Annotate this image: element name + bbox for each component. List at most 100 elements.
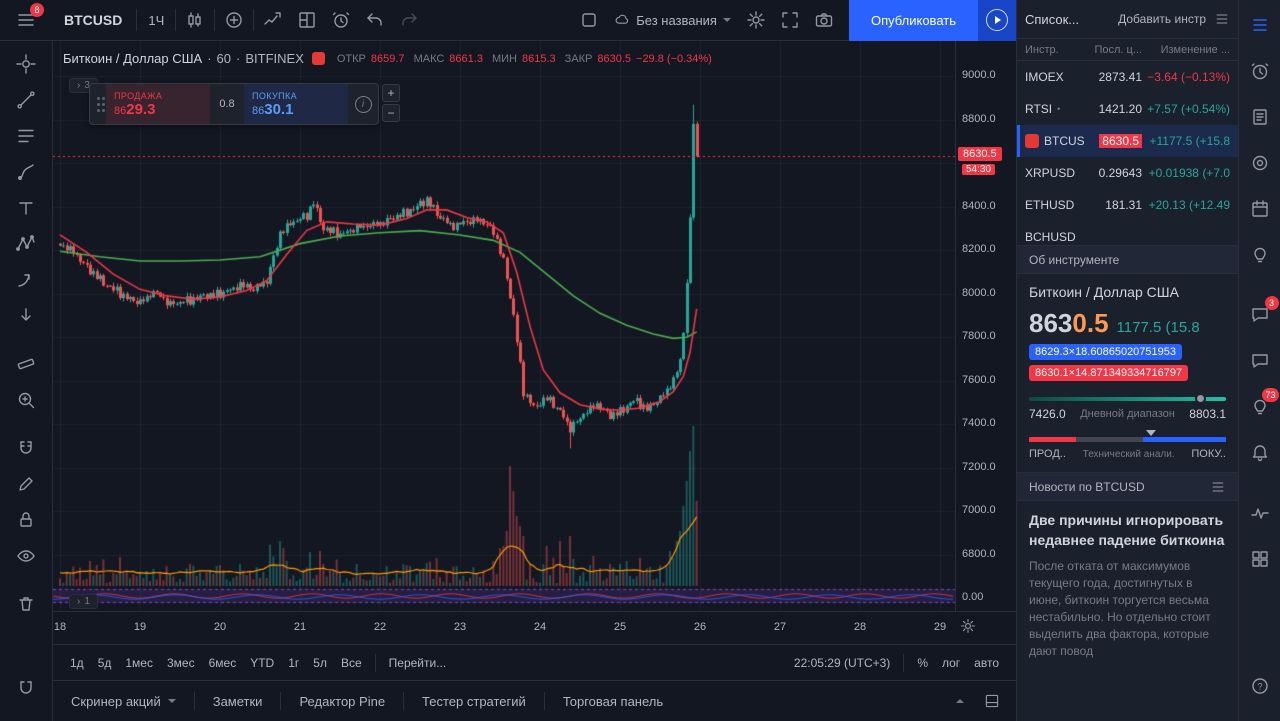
news-rail-button[interactable] [1243, 98, 1277, 136]
watchlist-row[interactable]: XRPUSD 0.29643 +0.01938 (+7.0 [1017, 157, 1238, 189]
price-axis[interactable]: 9000.0 8800.0 8400.0 8200.0 8000.0 7800.0 7600… [955, 41, 1016, 611]
indicators-button[interactable] [217, 0, 251, 40]
ideas-rail-button[interactable] [1243, 236, 1277, 274]
time-axis[interactable]: 18 19 20 21 22 23 24 25 26 27 28 29 [53, 611, 1016, 644]
sell-button[interactable]: ПРОДАЖА 8629.3 [106, 84, 210, 124]
watchlist-rail-button[interactable] [1243, 6, 1277, 44]
buy-button[interactable]: ПОКУПКА 8630.1 [244, 84, 348, 124]
symbol-search-button[interactable]: BTCUSD [52, 0, 134, 40]
range-all-button[interactable]: Все [334, 645, 369, 680]
chat-rail-button[interactable]: 3 [1243, 296, 1279, 334]
news-article[interactable]: Две причины игнорировать недавнее падени… [1017, 501, 1238, 670]
info-icon[interactable] [348, 84, 378, 124]
private-chat-rail-button[interactable] [1243, 342, 1277, 380]
price-chart-canvas[interactable] [53, 41, 955, 611]
panel-layout-button[interactable] [978, 687, 1006, 715]
range-1y-button[interactable]: 1г [281, 645, 306, 680]
magnet-mode-button[interactable] [7, 431, 45, 465]
object-tree-rail-button[interactable] [1243, 540, 1277, 578]
hide-drawings-button[interactable] [7, 539, 45, 573]
clock-utc-label[interactable]: 22:05:29 (UTC+3) [793, 655, 891, 670]
log-scale-button[interactable]: лог [935, 656, 967, 670]
range-5y-button[interactable]: 5л [306, 645, 334, 680]
percent-scale-button[interactable]: % [910, 656, 935, 670]
help-rail-button[interactable]: ? [1243, 667, 1277, 705]
watchlist-row[interactable]: ETHUSD 181.31 +20.13 (+12.49 [1017, 189, 1238, 221]
interval-button[interactable]: 1Ч [139, 0, 173, 40]
column-change[interactable]: Изменение ... [1160, 43, 1230, 56]
tab-trading-panel[interactable]: Торговая панель [545, 681, 681, 721]
layout-templates-button[interactable] [290, 0, 324, 40]
pattern-tool-button[interactable] [7, 227, 45, 261]
chart-pane[interactable]: Биткоин / Доллар США · 60 · BITFINEX ОТК… [53, 41, 955, 611]
watchlist-selector[interactable]: Список... [1025, 11, 1080, 27]
range-3m-button[interactable]: 3мес [160, 645, 202, 680]
tech-center-label[interactable]: Технический анали. [1082, 448, 1175, 460]
text-tool-button[interactable] [7, 191, 45, 225]
compare-button[interactable] [256, 0, 290, 40]
symbol-full-name[interactable]: Биткоин / Доллар США [1029, 284, 1179, 300]
crosshair-tool-button[interactable] [7, 47, 45, 81]
notifications-rail-button[interactable]: 73 [1243, 388, 1279, 426]
increase-button[interactable] [382, 84, 400, 102]
drag-handle-icon[interactable] [97, 97, 100, 100]
tab-notes[interactable]: Заметки [195, 681, 281, 721]
watchlist-menu-icon[interactable] [1214, 11, 1230, 27]
forecast-tool-button[interactable] [7, 263, 45, 297]
tab-pine-editor[interactable]: Редактор Pine [281, 681, 403, 721]
fib-tool-button[interactable] [7, 119, 45, 153]
watchlist-row[interactable]: BTCUSD 8630.5 +1177.5 (+15.8 [1017, 125, 1238, 157]
alerts-rail-button[interactable] [1243, 52, 1277, 90]
collapsed-pane-pill[interactable]: 1 [69, 594, 98, 609]
symbol-info-section-header[interactable]: Об инструменте [1017, 245, 1238, 274]
tab-screener[interactable]: Скринер акций [53, 681, 194, 721]
goto-date-button[interactable]: Перейти... [382, 645, 454, 680]
column-symbol[interactable]: Инстр. [1025, 43, 1059, 56]
add-symbol-button[interactable]: Добавить инстр [1118, 12, 1206, 26]
news-menu-icon[interactable] [1210, 479, 1226, 495]
time-axis-settings-button[interactable] [960, 618, 976, 634]
legend-symbol-title[interactable]: Биткоин / Доллар США [63, 51, 203, 66]
auto-scale-button[interactable]: авто [967, 656, 1006, 670]
range-1m-button[interactable]: 1мес [118, 645, 160, 680]
decrease-button[interactable] [382, 104, 400, 122]
fullscreen-button[interactable] [773, 0, 807, 40]
alert-button[interactable] [324, 0, 358, 40]
measure-tool-button[interactable] [7, 347, 45, 381]
drawing-mode-button[interactable] [7, 467, 45, 501]
tab-strategy-tester[interactable]: Тестер стратегий [404, 681, 544, 721]
range-ytd-button[interactable]: YTD [243, 645, 281, 680]
range-5d-button[interactable]: 5д [91, 645, 119, 680]
chart-style-button[interactable] [178, 0, 212, 40]
news-section-header[interactable]: Новости по BTCUSD [1017, 472, 1238, 501]
watchlist-row[interactable]: BCHUSD [1017, 221, 1238, 245]
watchlist-row[interactable]: RTSI • 1421.20 +7.57 (+0.54%) [1017, 93, 1238, 125]
brush-tool-button[interactable] [7, 155, 45, 189]
undo-button[interactable] [358, 0, 392, 40]
bar-replay-button[interactable] [572, 0, 606, 40]
remove-drawings-button[interactable] [7, 587, 45, 621]
arrow-marker-tool-button[interactable] [7, 299, 45, 333]
snapshot-button[interactable] [807, 0, 841, 40]
collapse-panel-button[interactable] [946, 687, 974, 715]
trend-line-tool-button[interactable] [7, 83, 45, 117]
layout-name-button[interactable]: Без названия [606, 0, 739, 40]
calendar-rail-button[interactable] [1243, 190, 1277, 228]
main-menu-button[interactable]: 8 [0, 0, 52, 40]
bell-rail-button[interactable] [1243, 434, 1277, 472]
range-1d-button[interactable]: 1д [63, 645, 91, 680]
chart-properties-button[interactable] [739, 0, 773, 40]
show-favorites-button[interactable] [7, 671, 45, 705]
data-window-rail-button[interactable] [1243, 494, 1277, 532]
watchlist-row[interactable]: IMOEX 2873.41 −3.64 (−0.13%) [1017, 61, 1238, 93]
column-last[interactable]: Посл. ц... [1094, 43, 1142, 56]
news-headline[interactable]: Две причины игнорировать недавнее падени… [1029, 512, 1225, 548]
hotlists-rail-button[interactable] [1243, 144, 1277, 182]
bid-size-badge: 8629.3×18.60865020751953 [1029, 344, 1183, 360]
range-6m-button[interactable]: 6мес [202, 645, 244, 680]
zoom-tool-button[interactable] [7, 383, 45, 417]
redo-button[interactable] [392, 0, 426, 40]
lock-drawings-button[interactable] [7, 503, 45, 537]
replay-play-button[interactable] [978, 0, 1016, 41]
publish-button[interactable]: Опубликовать [848, 0, 978, 41]
